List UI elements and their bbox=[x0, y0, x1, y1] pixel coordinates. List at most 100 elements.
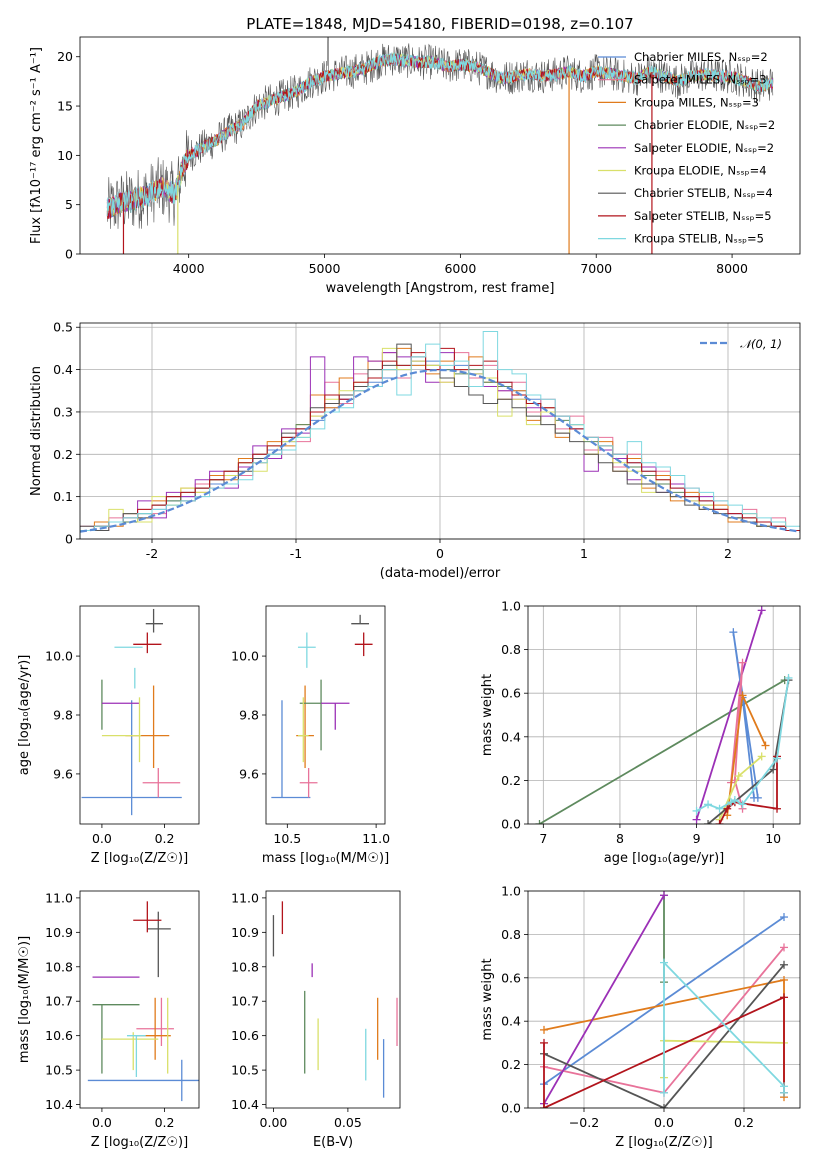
errorbar-point bbox=[297, 697, 309, 763]
errorbar-point bbox=[101, 1032, 159, 1071]
y-tick-label: 0 bbox=[65, 247, 73, 262]
legend: Chabrier MILES, Nₛₛₚ=2 Salpeter MILES, Nₛ… bbox=[598, 50, 775, 246]
legend-label: Kroupa MILES, Nₛₛₚ=3 bbox=[634, 95, 759, 109]
weight-marker bbox=[773, 804, 782, 813]
y-tick-label: 0.3 bbox=[53, 404, 73, 419]
y-axis-label: mass [log₁₀(M/M☉)] bbox=[17, 936, 32, 1063]
legend-label: Chabrier STELIB, Nₛₛₚ=4 bbox=[634, 186, 773, 200]
axes-frame bbox=[527, 605, 801, 825]
weight-series-line bbox=[696, 677, 790, 812]
spectrum-panel: 4000 5000 6000 7000 8000 0 5 10 15 20 wavelength [… bbox=[29, 15, 801, 296]
errorbar-point bbox=[297, 632, 316, 668]
weight-marker bbox=[535, 820, 544, 824]
y-tick-label: 10.4 bbox=[45, 1097, 73, 1112]
chart-title: PLATE=1848, MJD=54180, FIBERID=0198, z=0… bbox=[246, 15, 633, 33]
x-tick-label: 4000 bbox=[173, 261, 205, 276]
y-tick-label: 10.0 bbox=[231, 649, 259, 664]
y-axis-label: age [log₁₀(age/yr)] bbox=[17, 655, 32, 776]
weight-marker bbox=[769, 765, 778, 774]
y-tick-label: 10.7 bbox=[45, 994, 73, 1009]
weight-marker bbox=[540, 1025, 548, 1034]
axes-overlay: 0.00 0.05 10.4 10.5 10.6 10.7 10.8 10.9 11.0 E(B-… bbox=[231, 890, 401, 1150]
y-tick-label: 0.6 bbox=[501, 970, 521, 985]
weight-marker bbox=[715, 820, 724, 824]
x-axis-label: age [log₁₀(age/yr)] bbox=[604, 851, 725, 866]
weight-marker bbox=[780, 960, 788, 969]
y-tick-label: 0.5 bbox=[53, 320, 73, 335]
weight-marker bbox=[761, 741, 770, 750]
y-tick-label: 9.6 bbox=[53, 766, 73, 781]
weight-marker bbox=[692, 806, 701, 815]
y-tick-label: 11.0 bbox=[45, 890, 73, 905]
weight-marker bbox=[750, 793, 759, 802]
weight-series-line bbox=[663, 960, 785, 1093]
x-tick-label: 7000 bbox=[580, 261, 612, 276]
x-tick-label: 0 bbox=[436, 546, 444, 561]
errorbar-point bbox=[296, 685, 314, 769]
y-tick-label: 0.4 bbox=[501, 1014, 521, 1029]
weight-vs-metallicity-panel: −0.2 0.0 0.2 0.0 0.2 0.4 0.6 0.8 1.0 Z [log₁₀(Z/Z… bbox=[480, 884, 801, 1150]
x-tick-label: 2 bbox=[724, 546, 732, 561]
x-tick-label: 5000 bbox=[309, 261, 341, 276]
x-axis-label: E(B-V) bbox=[313, 1135, 353, 1150]
y-tick-label: 0.0 bbox=[501, 817, 521, 832]
x-tick-label: −0.2 bbox=[569, 1115, 599, 1130]
x-tick-label: 10 bbox=[765, 831, 781, 846]
weight-marker bbox=[757, 606, 766, 615]
x-tick-label: 0.2 bbox=[155, 1115, 175, 1130]
age-vs-metallicity-panel: 0.0 0.2 9.6 9.8 10.0 Z [log₁₀(Z/Z☉)] age [log₁… bbox=[17, 605, 200, 866]
axes-overlay: 0.0 0.2 10.4 10.5 10.6 10.7 10.8 10.9 11.0 Z [log… bbox=[17, 890, 200, 1150]
weight-series-line bbox=[732, 632, 759, 798]
legend-label: Kroupa ELODIE, Nₛₛₚ=4 bbox=[634, 164, 767, 178]
axes-frame bbox=[265, 605, 386, 825]
y-axis-label: Flux [fλ10⁻¹⁷ erg cm⁻² s⁻¹ A⁻¹] bbox=[29, 47, 44, 244]
legend-label: Salpeter MILES, Nₛₛₚ=3 bbox=[634, 73, 767, 87]
legend-label: Chabrier ELODIE, Nₛₛₚ=2 bbox=[634, 118, 775, 132]
y-tick-label: 11.0 bbox=[231, 890, 259, 905]
plot-area bbox=[272, 901, 398, 1098]
errorbar-point bbox=[321, 702, 350, 730]
spectrum-series-line bbox=[106, 52, 774, 217]
axes-frame bbox=[265, 890, 401, 1109]
y-tick-label: 0.2 bbox=[53, 447, 73, 462]
y-tick-label: 1.0 bbox=[501, 599, 521, 614]
plot-area bbox=[540, 891, 788, 1108]
plot-area bbox=[106, 37, 774, 254]
plot-area bbox=[271, 614, 373, 799]
weight-marker bbox=[780, 943, 788, 952]
y-tick-label: 15 bbox=[57, 99, 73, 114]
x-tick-label: 11.0 bbox=[362, 831, 390, 846]
weight-marker bbox=[540, 1038, 548, 1047]
plot-area bbox=[87, 901, 199, 1102]
x-tick-label: 7 bbox=[539, 831, 547, 846]
weight-marker bbox=[723, 804, 732, 813]
y-tick-label: 10.9 bbox=[45, 925, 73, 940]
y-tick-label: 0.6 bbox=[501, 686, 521, 701]
errorbar-point bbox=[145, 608, 163, 633]
weight-marker bbox=[773, 754, 782, 763]
errorbar-point bbox=[87, 1059, 199, 1102]
errorbar-point bbox=[299, 768, 318, 798]
age-vs-mass-panel: 10.5 11.0 9.6 9.8 10.0 mass [log₁₀(M/M☉)] bbox=[231, 605, 390, 866]
errorbar-point bbox=[354, 632, 373, 657]
y-axis-label: mass weight bbox=[480, 674, 495, 756]
legend-label: 𝒩(0, 1) bbox=[740, 337, 782, 351]
errorbar-point bbox=[142, 768, 181, 798]
axes-overlay: 4000 5000 6000 7000 8000 0 5 10 15 20 wavelength [… bbox=[29, 15, 801, 296]
y-tick-label: 9.8 bbox=[53, 708, 73, 723]
legend-label: Salpeter ELODIE, Nₛₛₚ=2 bbox=[634, 141, 774, 155]
legend: 𝒩(0, 1) bbox=[700, 337, 782, 351]
weight-marker bbox=[738, 691, 747, 700]
y-tick-label: 0.8 bbox=[501, 927, 521, 942]
y-tick-label: 10.7 bbox=[231, 994, 259, 1009]
x-tick-label: 0.05 bbox=[334, 1115, 362, 1130]
errorbar-point bbox=[147, 911, 171, 978]
weight-marker bbox=[540, 1104, 548, 1108]
weight-marker bbox=[692, 815, 701, 824]
axes-frame bbox=[79, 890, 200, 1109]
axes-overlay: 10.5 11.0 9.6 9.8 10.0 mass [log₁₀(M/M☉)] bbox=[231, 605, 390, 866]
weight-marker bbox=[715, 804, 724, 813]
mass-vs-ebv-panel: 0.00 0.05 10.4 10.5 10.6 10.7 10.8 10.9 11.0 E(B-… bbox=[231, 890, 401, 1150]
y-tick-label: 10.5 bbox=[45, 1063, 73, 1078]
y-tick-label: 10.9 bbox=[231, 925, 259, 940]
